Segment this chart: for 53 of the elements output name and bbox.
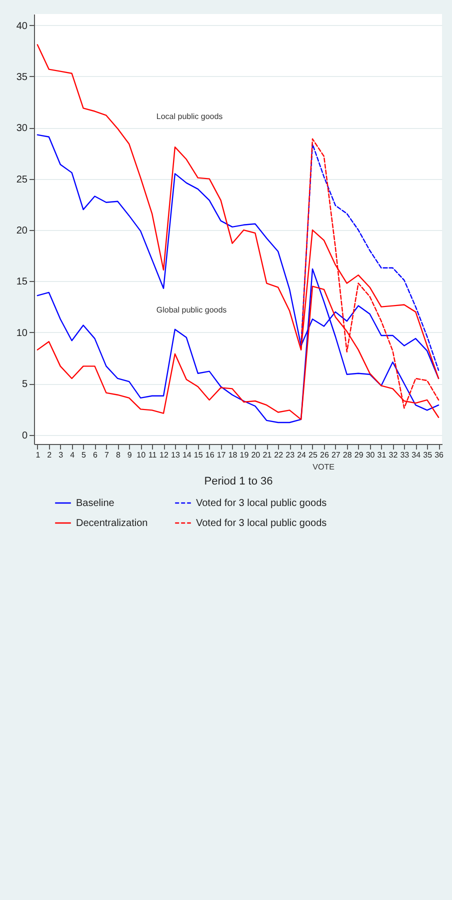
x-tick-label: 27	[331, 450, 341, 460]
y-tick-label: 15	[16, 276, 28, 288]
y-tick-label: 10	[16, 328, 28, 339]
x-tick-label: 36	[434, 450, 444, 460]
legend-label: Voted for 3 local public goods	[196, 518, 327, 529]
x-tick-label: 21	[262, 450, 272, 460]
legend-label: Baseline	[76, 498, 115, 509]
legend-label: Decentralization	[76, 518, 148, 529]
x-tick-label: 16	[205, 450, 215, 460]
x-tick-label: 22	[274, 450, 284, 460]
x-tick-label: 14	[182, 450, 192, 460]
x-tick-label: 12	[160, 450, 169, 460]
x-tick-label: 11	[148, 450, 158, 460]
x-tick-label: 25	[308, 450, 318, 460]
x-tick-label: 5	[82, 450, 87, 460]
text: VOTE	[312, 462, 334, 472]
y-tick-label: 30	[16, 123, 28, 134]
y-tick-label: 25	[16, 174, 28, 186]
annotation: Local public goods	[156, 112, 223, 122]
y-tick-label: 0	[22, 430, 28, 442]
x-tick-label: 26	[320, 450, 330, 460]
x-tick-label: 24	[297, 450, 307, 460]
x-tick-label: 19	[240, 450, 250, 460]
x-tick-label: 1	[36, 450, 41, 460]
x-tick-label: 10	[136, 450, 146, 460]
x-tick-label: 9	[127, 450, 132, 460]
x-tick-label: 29	[354, 450, 364, 460]
x-tick-label: 20	[251, 450, 261, 460]
x-tick-label: 31	[377, 450, 387, 460]
x-tick-label: 18	[228, 450, 238, 460]
y-tick-label: 5	[22, 379, 28, 390]
x-tick-label: 7	[104, 450, 110, 460]
x-tick-label: 4	[70, 450, 76, 460]
x-tick-label: 28	[342, 450, 352, 460]
x-tick-label: 3	[58, 450, 64, 460]
x-tick-label: 2	[47, 450, 52, 460]
x-tick-label: 32	[388, 450, 398, 460]
y-tick-label: 40	[16, 20, 28, 32]
x-tick-label: 13	[171, 450, 180, 460]
legend-label: Voted for 3 local public goods	[196, 498, 327, 509]
x-tick-label: 30	[366, 450, 376, 460]
x-axis-title: Period 1 to 36	[204, 476, 273, 488]
y-tick-label: 35	[16, 72, 28, 83]
x-tick-label: 23	[286, 450, 296, 460]
x-tick-label: 35	[423, 450, 433, 460]
annotation: Global public goods	[156, 306, 227, 315]
x-tick-label: 33	[400, 450, 410, 460]
x-tick-label: 6	[93, 450, 98, 460]
x-tick-label: 8	[116, 450, 121, 460]
x-tick-label: 15	[194, 450, 204, 460]
y-tick-label: 20	[16, 226, 28, 237]
x-tick-label: 34	[412, 450, 422, 460]
x-tick-label: 17	[216, 450, 226, 460]
